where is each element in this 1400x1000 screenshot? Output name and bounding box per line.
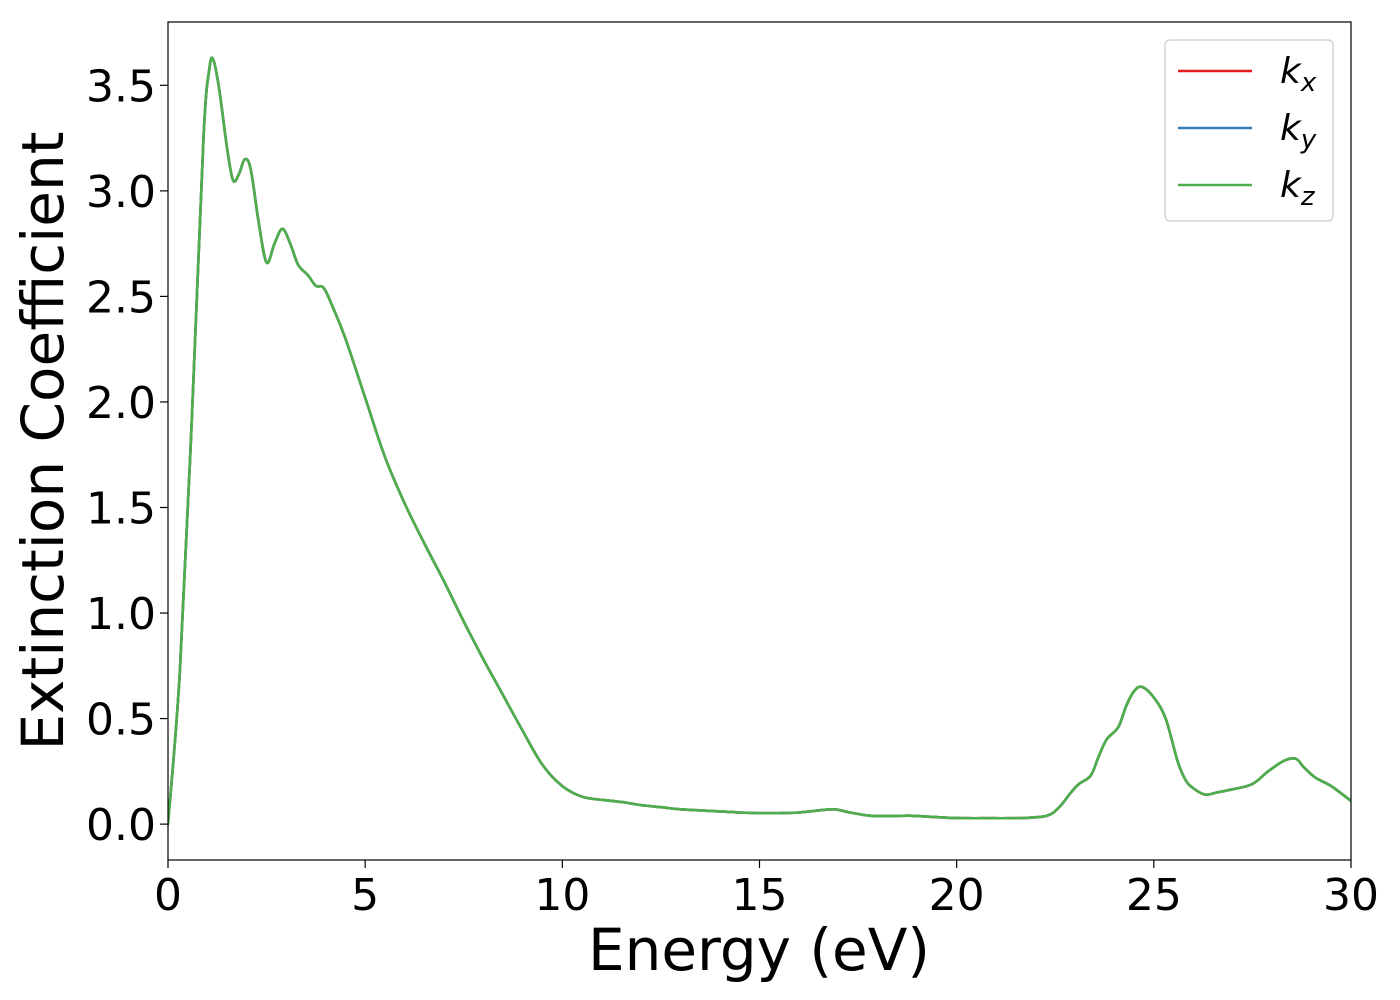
legend-label: kz [1280, 165, 1316, 212]
x-tick-label: 20 [929, 870, 985, 921]
x-tick-label: 10 [534, 870, 590, 921]
y-tick-label: 2.0 [86, 378, 156, 429]
y-tick-label: 3.5 [86, 61, 156, 112]
series-line-k-z [168, 56, 1351, 826]
legend: kx ky kz [1164, 39, 1334, 222]
legend-label: ky [1280, 108, 1317, 155]
legend-box [1164, 39, 1334, 222]
legend-label: kx [1280, 51, 1317, 98]
plot-area [167, 21, 1352, 861]
x-tick-label: 5 [351, 870, 379, 921]
y-tick-label: 1.5 [86, 483, 156, 534]
y-tick-label: 0.0 [86, 800, 156, 851]
x-tick-label: 30 [1323, 870, 1379, 921]
x-tick-label: 15 [732, 870, 788, 921]
x-tick-label: 25 [1126, 870, 1182, 921]
y-axis-label: Extinction Coefficient [9, 132, 77, 751]
x-axis-label: Energy (eV) [588, 916, 930, 984]
y-axis-ticks: 0.0 0.5 1.0 1.5 2.0 2.5 3.0 3.5 [86, 61, 168, 851]
x-axis-ticks: 0 5 10 15 20 25 30 [154, 860, 1379, 921]
y-tick-label: 1.0 [86, 589, 156, 640]
series-layer [168, 56, 1351, 826]
y-tick-label: 3.0 [86, 167, 156, 218]
x-tick-label: 0 [154, 870, 182, 921]
y-tick-label: 2.5 [86, 272, 156, 323]
y-tick-label: 0.5 [86, 695, 156, 746]
